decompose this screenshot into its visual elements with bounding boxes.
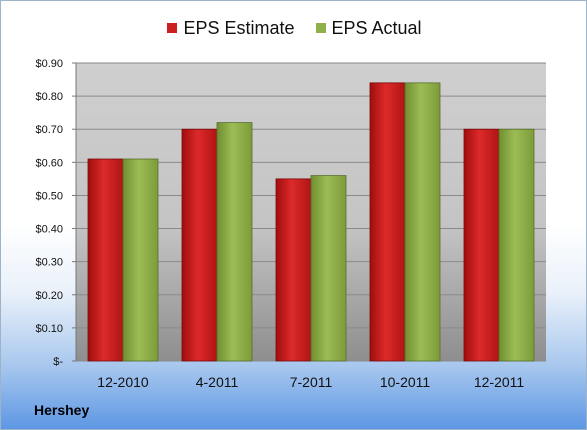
x-tick-label: 10-2011 — [380, 374, 431, 390]
bar-eps-estimate — [181, 128, 218, 362]
x-tick-label: 7-2011 — [290, 374, 333, 390]
x-tick-label: 12-2010 — [97, 374, 149, 390]
bar-eps-actual — [122, 158, 159, 362]
bar-eps-estimate — [369, 82, 406, 362]
legend-item-actual: EPS Actual — [315, 18, 422, 39]
y-tick-label: $0.10 — [35, 323, 63, 335]
y-tick-label: $0.70 — [35, 124, 63, 136]
bar-eps-estimate — [463, 128, 500, 362]
bar-eps-actual — [310, 175, 347, 362]
legend-label-estimate: EPS Estimate — [183, 18, 295, 38]
y-tick-label: $0.40 — [35, 224, 63, 236]
bar-eps-actual — [216, 122, 253, 362]
legend-label-actual: EPS Actual — [331, 18, 422, 38]
y-tick-label: $0.80 — [35, 91, 63, 103]
bar-eps-actual — [498, 128, 535, 362]
x-tick-label: 12-2011 — [474, 374, 525, 390]
bar-eps-actual — [404, 82, 441, 362]
legend-swatch-actual — [315, 23, 326, 33]
bar-eps-estimate — [87, 158, 124, 362]
company-label: Hershey — [34, 402, 90, 418]
y-tick-label: $0.60 — [35, 157, 63, 169]
legend: EPS Estimate EPS Actual — [1, 18, 586, 39]
bar-eps-estimate — [275, 178, 312, 362]
x-tick-label: 4-2011 — [196, 374, 239, 390]
y-tick-label: $- — [53, 356, 63, 368]
y-tick-label: $0.50 — [35, 190, 63, 202]
y-tick-label: $0.20 — [35, 290, 63, 302]
legend-item-estimate: EPS Estimate — [167, 18, 294, 39]
y-tick-label: $0.30 — [35, 257, 63, 269]
legend-swatch-estimate — [167, 23, 178, 33]
y-tick-label: $0.90 — [35, 58, 63, 70]
